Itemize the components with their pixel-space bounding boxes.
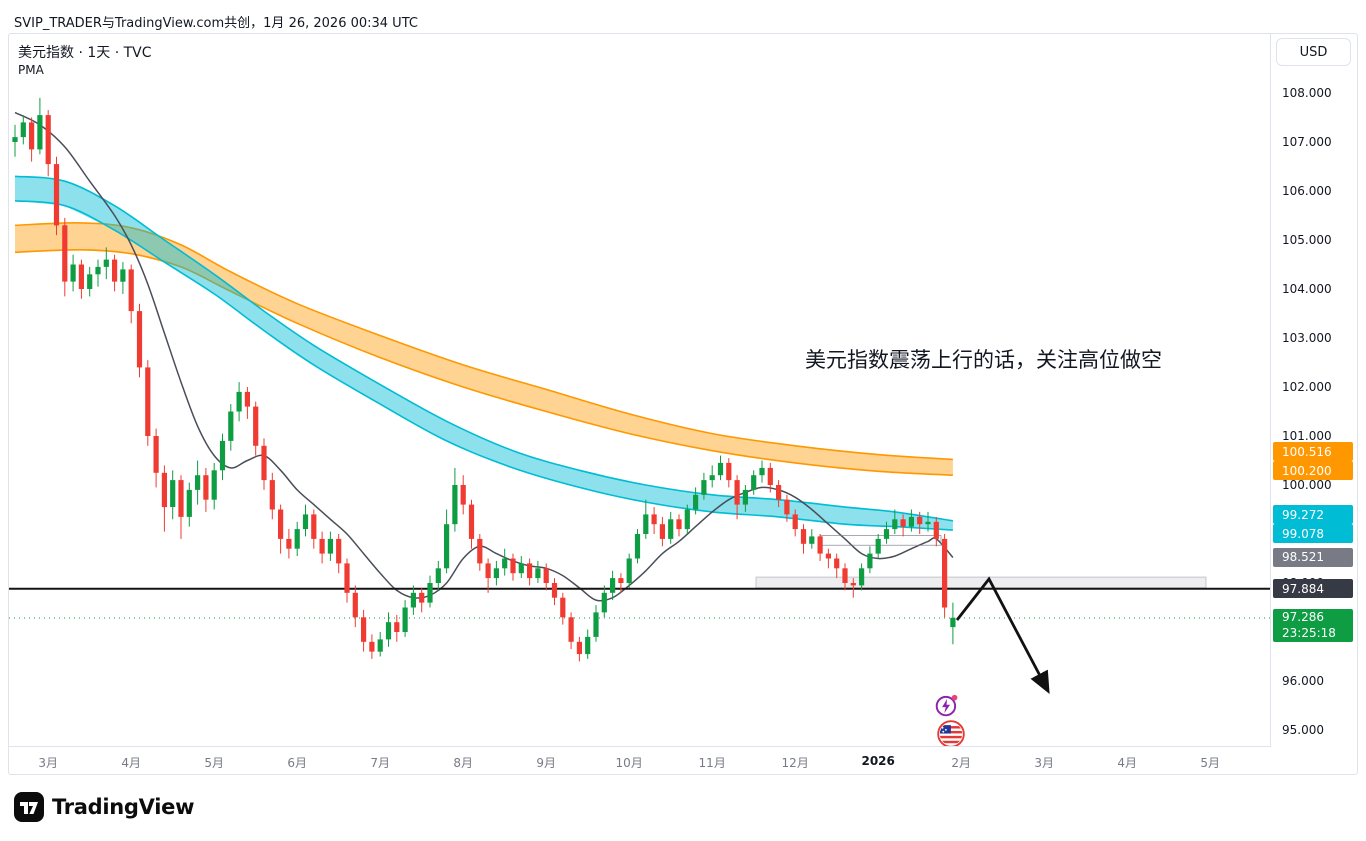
- us-flag-icon: [937, 720, 965, 746]
- time-tick: 6月: [287, 756, 308, 770]
- price-label: 100.516: [1273, 442, 1353, 462]
- pma-fast-band-upper-line[interactable]: [14, 175, 954, 522]
- pma-fast-band-fill: [15, 176, 953, 531]
- time-tick: 2月: [951, 756, 972, 770]
- currency-toggle-button[interactable]: USD: [1276, 38, 1351, 66]
- time-tick: 4月: [1117, 756, 1138, 770]
- time-tick: 10月: [615, 756, 643, 770]
- price-tick: 103.000: [1282, 331, 1332, 345]
- time-axis[interactable]: 3月 4月 5月 6月 7月 8月 9月 10月 11月 12月 2026 2月 3月 4月 5月: [9, 748, 1272, 775]
- chart-widget: 美元指数 · 1天 · TVC PMA 美元指数震荡上行的话，关注高位做空: [8, 33, 1358, 775]
- price-tick: 104.000: [1282, 282, 1332, 296]
- price-axis[interactable]: 108.000 107.000 106.000 105.000 104.000 103.0…: [1272, 34, 1359, 747]
- chart-pane[interactable]: 美元指数 · 1天 · TVC PMA 美元指数震荡上行的话，关注高位做空: [9, 34, 1271, 747]
- price-label: 98.521: [1273, 547, 1353, 567]
- candlestick-series[interactable]: [12, 97, 956, 662]
- price-tick: 105.000: [1282, 233, 1332, 247]
- price-label: 97.286 23:25:18: [1273, 608, 1353, 642]
- time-tick: 5月: [204, 756, 225, 770]
- symbol-legend[interactable]: 美元指数 · 1天 · TVC: [18, 45, 152, 61]
- tradingview-logo-icon: [14, 792, 44, 822]
- price-tick: 101.000: [1282, 429, 1332, 443]
- lightning-sticker[interactable]: [934, 692, 960, 722]
- price-tick: 96.000: [1282, 674, 1324, 688]
- us-flag-sticker[interactable]: [937, 720, 965, 746]
- annotation-text[interactable]: 美元指数震荡上行的话，关注高位做空: [805, 348, 1162, 372]
- time-tick: 8月: [453, 756, 474, 770]
- time-tick: 3月: [1034, 756, 1055, 770]
- price-tick: 106.000: [1282, 184, 1332, 198]
- price-tick: 102.000: [1282, 380, 1332, 394]
- time-tick: 2026: [861, 754, 895, 768]
- price-tick: 108.000: [1282, 86, 1332, 100]
- short-arrow-drawing[interactable]: [955, 576, 1050, 694]
- time-tick: 9月: [536, 756, 557, 770]
- price-label: 97.884: [1273, 579, 1353, 599]
- pma-slow-band-fill: [15, 222, 953, 476]
- time-tick: 11月: [698, 756, 726, 770]
- pma-slow-band-lower-line[interactable]: [14, 248, 953, 476]
- price-label: 100.200: [1273, 461, 1353, 481]
- supply-zone-rect[interactable]: [755, 576, 1207, 589]
- price-label: 99.078: [1273, 524, 1353, 544]
- indicator-legend[interactable]: PMA: [18, 63, 44, 77]
- price-tick: 100.000: [1282, 478, 1332, 492]
- time-tick: 12月: [781, 756, 809, 770]
- tradingview-branding[interactable]: TradingView: [14, 792, 194, 822]
- time-tick: 7月: [370, 756, 391, 770]
- chart-canvas[interactable]: [9, 34, 1271, 747]
- creator-watermark: SVIP_TRADER与TradingView.com共创，1月 26, 202…: [14, 16, 418, 31]
- time-tick: 3月: [38, 756, 59, 770]
- tradingview-logo-text: TradingView: [52, 795, 195, 819]
- price-tick: 95.000: [1282, 723, 1324, 737]
- price-tick: 107.000: [1282, 135, 1332, 149]
- lightning-icon: [935, 694, 958, 717]
- pma-slow-band-upper-line[interactable]: [14, 222, 953, 461]
- time-tick: 5月: [1200, 756, 1221, 770]
- time-tick: 4月: [121, 756, 142, 770]
- price-label: 99.272: [1273, 505, 1353, 525]
